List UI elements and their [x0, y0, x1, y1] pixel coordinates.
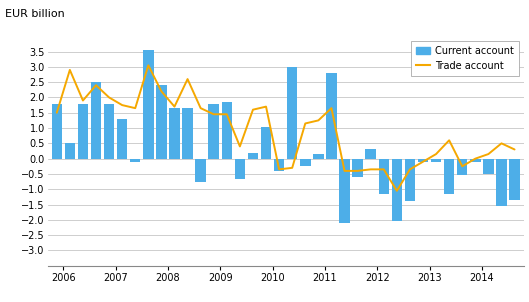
Bar [195, 159, 206, 182]
Bar [444, 159, 454, 194]
Bar [391, 159, 402, 221]
Bar [235, 159, 245, 178]
Bar [287, 67, 297, 159]
Bar [104, 104, 114, 159]
Bar [248, 153, 258, 159]
Bar [509, 159, 520, 200]
Bar [457, 159, 468, 175]
Bar [483, 159, 494, 174]
Bar [78, 104, 88, 159]
Legend: Current account, Trade account: Current account, Trade account [411, 41, 519, 76]
Bar [418, 159, 428, 162]
Bar [431, 159, 441, 162]
Bar [261, 127, 271, 159]
Bar [169, 108, 180, 159]
Bar [91, 82, 101, 159]
Bar [496, 159, 507, 206]
Bar [208, 104, 219, 159]
Bar [379, 159, 389, 194]
Bar [117, 119, 127, 159]
Bar [274, 159, 285, 171]
Bar [352, 159, 363, 177]
Text: EUR billion: EUR billion [5, 9, 65, 19]
Bar [222, 102, 232, 159]
Bar [130, 159, 141, 162]
Bar [313, 154, 324, 159]
Bar [143, 50, 153, 159]
Bar [183, 108, 193, 159]
Bar [339, 159, 350, 223]
Bar [51, 104, 62, 159]
Bar [326, 73, 336, 159]
Bar [405, 159, 415, 201]
Bar [470, 159, 480, 162]
Bar [300, 159, 311, 166]
Bar [366, 149, 376, 159]
Bar [156, 85, 167, 159]
Bar [65, 143, 75, 159]
